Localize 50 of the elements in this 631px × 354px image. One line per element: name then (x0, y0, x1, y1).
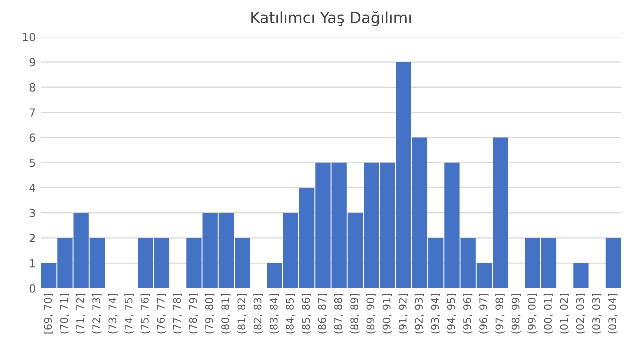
y-tick-label: 3 (30, 209, 36, 218)
x-tick-label: (93, 94] (431, 294, 440, 334)
x-tick-label: (85, 86] (302, 294, 312, 334)
y-tick-label: 5 (30, 158, 36, 168)
x-tick-label: (95, 96] (463, 294, 473, 334)
x-tick-label: (96, 97] (479, 294, 489, 334)
x-tick-label: (80, 81] (221, 294, 231, 334)
x-tick-label: (99, 00] (528, 294, 538, 334)
y-tick-label: 6 (30, 134, 36, 142)
x-tick-label: (89, 90] (366, 294, 376, 334)
x-tick-label: (84, 85] (286, 294, 296, 334)
x-tick-label: (87, 88] (334, 294, 344, 334)
x-tick-label: (86, 87] (318, 294, 328, 334)
x-tick-label: (82, 83] (254, 294, 263, 334)
bar (574, 263, 589, 289)
x-tick-label: (91, 92] (398, 294, 408, 334)
x-tick-label: [69, 70] (44, 294, 54, 334)
x-tick-label: (92, 93] (414, 294, 424, 334)
y-tick-label: 8 (30, 83, 36, 92)
x-tick-label: (97, 98] (496, 294, 505, 334)
x-tick-label: (90, 91] (382, 294, 392, 334)
x-tick-label: (78, 79] (189, 294, 198, 334)
x-tick-label: (94, 95] (447, 294, 456, 334)
chart-title: Katılımcı Yaş Dağılımı (252, 11, 412, 26)
x-tick-label: (74, 75] (124, 294, 134, 334)
y-tick-label: 9 (30, 58, 36, 67)
y-tick-label: 4 (30, 184, 36, 192)
y-tick-label: 2 (30, 234, 36, 242)
y-tick-label: 0 (30, 284, 36, 293)
x-tick-label: (02, 03] (576, 294, 586, 334)
x-tick-label: (75, 76] (140, 294, 150, 334)
x-tick-label: (98, 99] (512, 294, 521, 334)
x-tick-label: (77, 78] (173, 294, 182, 334)
x-tick-label: (70, 71] (60, 294, 70, 334)
x-tick-label: (88, 89] (350, 294, 360, 334)
y-tick-label: 7 (30, 108, 36, 117)
x-tick-label: (81, 82] (238, 294, 247, 334)
y-tick-label: 1 (30, 259, 36, 268)
x-tick-label: (76, 77] (156, 294, 166, 334)
x-tick-label: (71, 72] (76, 294, 86, 334)
x-tick-label: (72, 73] (92, 294, 102, 334)
x-tick-label: (79, 80] (205, 294, 215, 334)
x-tick-label: (00, 01] (544, 294, 554, 334)
x-tick-label: (03, 04] (608, 294, 618, 334)
x-tick-label: (83, 84] (270, 294, 280, 334)
x-tick-label: (73, 74] (108, 294, 118, 334)
bar (606, 238, 622, 289)
x-tick-label: (01, 02] (560, 294, 570, 334)
x-tick-label: (03, 03] (592, 294, 602, 334)
y-tick-label: 10 (23, 33, 36, 42)
